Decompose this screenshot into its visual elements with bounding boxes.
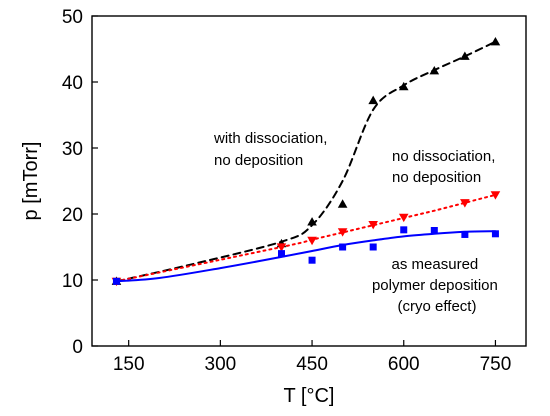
data-point-no-dissociation [460,199,470,208]
annotation-no-dissociation-line-1: no dissociation, [392,148,495,165]
data-point-measured [308,256,316,264]
x-tick-label: 750 [480,354,512,375]
data-point-measured [400,226,408,234]
data-point-dissociation [337,199,348,208]
x-axis-title: T [°C] [284,385,335,407]
plot-frame [91,15,527,347]
annotation-dissociation: with dissociation, no deposition [213,130,332,169]
x-tick-label: 450 [296,354,328,375]
series-markers [111,36,501,287]
y-tick-label: 0 [72,337,83,358]
data-point-no-dissociation [307,236,317,246]
data-point-measured [277,250,285,258]
data-point-measured [430,227,438,234]
annotation-measured-line-2: polymer deposition [372,277,498,294]
data-point-dissociation [398,81,409,91]
y-tick-label: 50 [62,7,83,28]
annotation-measured: as measured polymer deposition (cryo eff… [372,256,502,315]
x-tick-label: 600 [388,354,420,375]
y-tick-label: 30 [62,139,83,160]
y-axis-title: p [mTorr] [20,142,42,221]
data-point-no-dissociation [337,228,348,237]
data-point-measured [491,230,499,238]
data-point-no-dissociation [490,191,501,200]
data-point-no-dissociation [276,243,287,252]
y-tick-label: 40 [62,73,83,94]
data-point-dissociation [429,65,440,75]
data-point-measured [112,277,120,285]
data-point-measured [461,230,469,238]
series-line-dissociation [115,40,497,283]
y-tick-label: 10 [62,271,83,292]
annotation-measured-line-1: as measured [392,256,479,273]
x-tick-label: 300 [205,354,237,375]
data-point-measured [339,243,347,251]
annotation-no-dissociation: no dissociation, no deposition [392,148,500,186]
axes: 150 300 450 600 750 0 10 20 30 40 50 [62,7,511,375]
x-tick-label: 150 [113,354,145,375]
data-point-measured [369,243,377,251]
annotation-dissociation-line-1: with dissociation, [213,130,327,147]
data-point-dissociation [460,51,470,60]
data-point-no-dissociation [368,220,378,230]
annotation-dissociation-line-2: no deposition [214,152,303,169]
annotation-measured-line-3: (cryo effect) [398,298,477,315]
data-point-no-dissociation [398,213,409,223]
annotation-no-dissociation-line-2: no deposition [392,169,481,186]
y-tick-label: 20 [62,205,83,226]
data-point-dissociation [368,95,378,105]
data-point-dissociation [307,217,317,226]
data-point-dissociation [490,36,501,46]
